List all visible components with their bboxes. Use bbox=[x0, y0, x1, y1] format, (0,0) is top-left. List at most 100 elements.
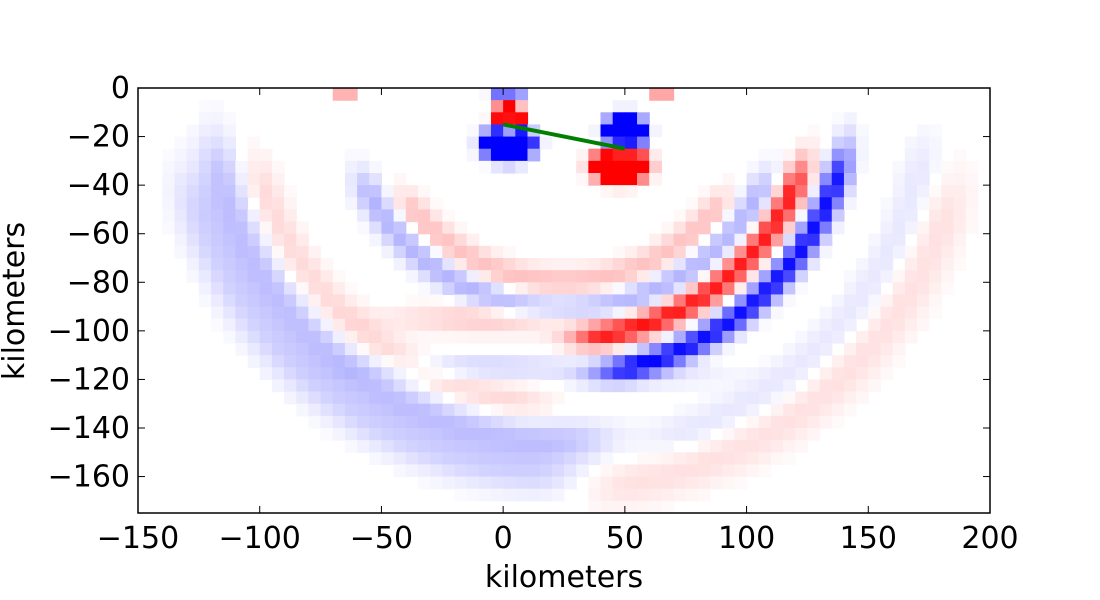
heatmap-cell bbox=[211, 197, 224, 211]
heatmap-cell bbox=[478, 136, 492, 150]
heatmap-cell bbox=[564, 464, 577, 478]
heatmap-cell bbox=[539, 403, 553, 417]
heatmap-cell bbox=[527, 403, 541, 417]
heatmap-cell bbox=[478, 318, 492, 332]
heatmap-cell bbox=[758, 428, 772, 441]
heatmap-cell bbox=[223, 185, 236, 198]
heatmap-cell bbox=[357, 221, 370, 235]
heatmap-cell bbox=[296, 294, 309, 308]
heatmap-cell bbox=[515, 100, 529, 113]
heatmap-cell bbox=[466, 488, 480, 502]
heatmap-cell bbox=[953, 148, 967, 162]
heatmap-cell bbox=[393, 197, 407, 211]
heatmap-cell bbox=[344, 88, 358, 101]
heatmap-cell bbox=[369, 330, 383, 344]
heatmap-cell bbox=[576, 173, 589, 186]
heatmap-cell bbox=[819, 197, 833, 211]
heatmap-cell bbox=[308, 318, 322, 332]
heatmap-cell bbox=[454, 464, 468, 478]
heatmap-cell bbox=[223, 209, 236, 223]
heatmap-cell bbox=[357, 330, 370, 344]
heatmap-cell bbox=[320, 379, 334, 393]
heatmap-cell bbox=[892, 185, 906, 198]
heatmap-cell bbox=[588, 258, 602, 271]
heatmap-cell bbox=[661, 476, 675, 490]
heatmap-cell bbox=[551, 355, 565, 368]
heatmap-cell bbox=[685, 270, 699, 283]
heatmap-cell bbox=[369, 233, 383, 247]
heatmap-cell bbox=[624, 476, 638, 490]
heatmap-cell bbox=[515, 379, 529, 393]
heatmap-cell bbox=[843, 136, 857, 150]
heatmap-cell bbox=[551, 330, 565, 344]
heatmap-cell bbox=[624, 440, 638, 453]
heatmap-cell bbox=[880, 306, 894, 320]
heatmap-cell bbox=[332, 367, 346, 381]
heatmap-cell bbox=[807, 415, 821, 429]
heatmap-cell bbox=[235, 318, 249, 332]
heatmap-cell bbox=[697, 428, 711, 441]
heatmap-cell bbox=[916, 160, 930, 174]
y-tick-label: −160 bbox=[48, 460, 130, 495]
heatmap-cell bbox=[198, 100, 212, 113]
heatmap-cell bbox=[405, 343, 419, 356]
heatmap-cell bbox=[697, 306, 711, 320]
heatmap-cell bbox=[916, 318, 930, 332]
heatmap-cell bbox=[697, 318, 711, 332]
heatmap-cell bbox=[186, 245, 200, 259]
heatmap-cell bbox=[685, 330, 699, 344]
heatmap-cell bbox=[393, 209, 407, 223]
heatmap-cell bbox=[831, 415, 845, 429]
heatmap-cell bbox=[722, 403, 735, 417]
heatmap-cell bbox=[856, 160, 869, 174]
heatmap-cell bbox=[259, 245, 273, 259]
heatmap-cell bbox=[174, 148, 188, 162]
heatmap-cell bbox=[247, 233, 261, 247]
heatmap-cell bbox=[710, 464, 723, 478]
heatmap-cell bbox=[819, 160, 833, 174]
heatmap-cell bbox=[783, 233, 796, 247]
heatmap-cell bbox=[941, 221, 955, 235]
heatmap-cell bbox=[344, 379, 358, 393]
heatmap-cell bbox=[490, 415, 504, 429]
heatmap-cell bbox=[539, 367, 553, 381]
heatmap-cell bbox=[746, 415, 760, 429]
heatmap-cell bbox=[916, 148, 930, 162]
heatmap-cell bbox=[515, 306, 529, 320]
heatmap-cell bbox=[308, 355, 322, 368]
heatmap-cell bbox=[953, 197, 967, 211]
heatmap-cell bbox=[758, 318, 772, 332]
heatmap-cell bbox=[819, 173, 833, 186]
heatmap-cell bbox=[320, 343, 334, 356]
heatmap-cell bbox=[478, 112, 492, 126]
heatmap-cell bbox=[856, 124, 869, 138]
heatmap-cell bbox=[405, 233, 419, 247]
heatmap-cell bbox=[393, 391, 407, 405]
heatmap-cell bbox=[783, 403, 796, 417]
heatmap-cell bbox=[916, 173, 930, 186]
heatmap-cell bbox=[892, 330, 906, 344]
heatmap-cell bbox=[211, 100, 224, 113]
heatmap-cell bbox=[843, 124, 857, 138]
heatmap-cell bbox=[758, 282, 772, 296]
heatmap-cell bbox=[637, 270, 650, 283]
heatmap-cell bbox=[576, 464, 589, 478]
heatmap-cell bbox=[308, 294, 322, 308]
heatmap-cell bbox=[454, 258, 468, 271]
heatmap-cell bbox=[673, 233, 687, 247]
heatmap-cell bbox=[405, 258, 419, 271]
heatmap-cell bbox=[442, 355, 456, 368]
heatmap-cell bbox=[259, 355, 273, 368]
heatmap-cell bbox=[637, 318, 650, 332]
heatmap-cell bbox=[783, 379, 796, 393]
heatmap-cell bbox=[357, 415, 370, 429]
heatmap-cell bbox=[430, 306, 443, 320]
heatmap-cell bbox=[503, 148, 516, 162]
heatmap-cell bbox=[503, 367, 516, 381]
heatmap-cell bbox=[624, 428, 638, 441]
heatmap-cell bbox=[649, 88, 662, 101]
heatmap-cell bbox=[819, 233, 833, 247]
heatmap-cell bbox=[369, 197, 383, 211]
heatmap-cell bbox=[296, 403, 309, 417]
